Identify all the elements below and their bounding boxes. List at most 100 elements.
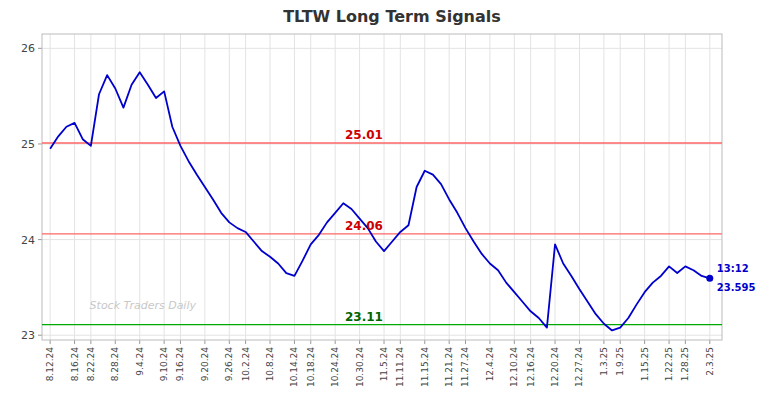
x-tick-label: 9.16.24	[175, 347, 185, 382]
x-grid-line	[139, 34, 140, 340]
x-grid-line	[400, 34, 401, 340]
x-tick	[579, 340, 580, 344]
x-tick-label: 10.30.24	[355, 347, 365, 387]
x-grid-line	[465, 34, 466, 340]
x-tick	[489, 340, 490, 344]
x-tick	[229, 340, 230, 344]
x-grid-line	[294, 34, 295, 340]
price-line	[50, 72, 710, 330]
x-tick	[384, 340, 385, 344]
x-tick	[310, 340, 311, 344]
y-tick-label: 24	[21, 234, 35, 247]
x-tick	[180, 340, 181, 344]
x-tick-label: 1.28.25	[680, 347, 690, 381]
x-grid-line	[310, 34, 311, 340]
grid	[42, 34, 722, 340]
x-tick-label: 2.3.25	[705, 347, 715, 376]
y-tick	[38, 239, 42, 240]
x-grid-line	[620, 34, 621, 340]
x-tick	[669, 340, 670, 344]
x-tick	[50, 340, 51, 344]
x-grid-line	[164, 34, 165, 340]
x-tick-label: 10.8.24	[265, 347, 275, 382]
reference-line	[42, 324, 722, 325]
x-grid-line	[384, 34, 385, 340]
x-tick-label: 12.10.24	[509, 347, 519, 387]
y-tick-label: 25	[21, 138, 35, 151]
x-grid-line	[669, 34, 670, 340]
x-tick-label: 11.5.24	[379, 347, 389, 382]
x-tick	[294, 340, 295, 344]
x-tick	[514, 340, 515, 344]
x-tick	[164, 340, 165, 344]
annotation: 13:12	[717, 263, 749, 274]
x-grid-line	[514, 34, 515, 340]
x-grid-line	[579, 34, 580, 340]
x-tick	[400, 340, 401, 344]
x-tick	[245, 340, 246, 344]
x-tick-label: 11.15.24	[420, 347, 430, 387]
x-grid-line	[90, 34, 91, 340]
x-tick	[685, 340, 686, 344]
x-tick-label: 9.10.24	[159, 347, 169, 382]
plot-marks	[42, 72, 722, 330]
title: TLTW Long Term Signals	[283, 7, 501, 26]
x-grid-line	[530, 34, 531, 340]
x-tick-label: 10.14.24	[289, 347, 299, 387]
x-grid-line	[229, 34, 230, 340]
x-tick-label: 9.20.24	[200, 347, 210, 382]
data-label: 23.595	[717, 282, 756, 293]
x-tick	[270, 340, 271, 344]
x-tick-label: 1.3.25	[599, 347, 609, 376]
reference-label: 23.11	[345, 310, 383, 324]
y-tick	[38, 143, 42, 144]
x-grid-line	[335, 34, 336, 340]
reference-line	[42, 233, 722, 234]
reference-label: 24.06	[345, 219, 383, 233]
plot-area	[42, 34, 722, 340]
x-tick-label: 11.11.24	[395, 347, 405, 387]
x-tick	[603, 340, 604, 344]
x-tick-label: 10.24.24	[330, 347, 340, 387]
x-tick	[424, 340, 425, 344]
x-tick	[449, 340, 450, 344]
x-grid-line	[74, 34, 75, 340]
x-tick-label: 10.18.24	[306, 347, 316, 387]
last-point	[706, 275, 713, 282]
x-tick	[530, 340, 531, 344]
x-grid-line	[603, 34, 604, 340]
x-tick-label: 12.16.24	[526, 347, 536, 387]
y-tick	[38, 335, 42, 336]
x-tick-label: 8.12.24	[45, 347, 55, 382]
x-tick-label: 1.15.25	[640, 347, 650, 381]
x-tick-label: 8.28.24	[110, 347, 120, 382]
x-tick	[90, 340, 91, 344]
x-tick	[555, 340, 556, 344]
x-grid-line	[115, 34, 116, 340]
watermark: Stock Traders Daily	[90, 299, 197, 312]
x-tick-label: 11.21.24	[444, 347, 454, 387]
x-tick-label: 9.26.24	[224, 347, 234, 382]
x-grid-line	[50, 34, 51, 340]
plot-frame	[42, 34, 722, 340]
y-tick	[38, 48, 42, 49]
x-tick	[115, 340, 116, 344]
x-tick-label: 9.4.24	[135, 347, 145, 376]
x-tick	[644, 340, 645, 344]
x-tick-label: 10.2.24	[241, 347, 251, 382]
x-tick-label: 12.4.24	[485, 347, 495, 382]
x-tick-label: 1.22.25	[664, 347, 674, 381]
x-tick	[620, 340, 621, 344]
x-tick-label: 1.9.25	[615, 347, 625, 376]
y-tick-label: 26	[21, 42, 35, 55]
x-tick-label: 8.22.24	[86, 347, 96, 382]
reference-label: 25.01	[345, 128, 383, 142]
x-grid-line	[424, 34, 425, 340]
x-tick-label: 12.20.24	[550, 347, 560, 387]
x-grid-line	[709, 34, 710, 340]
reference-line	[42, 142, 722, 143]
x-grid-line	[555, 34, 556, 340]
x-grid-line	[449, 34, 450, 340]
x-tick-label: 8.16.24	[70, 347, 80, 382]
x-grid-line	[245, 34, 246, 340]
